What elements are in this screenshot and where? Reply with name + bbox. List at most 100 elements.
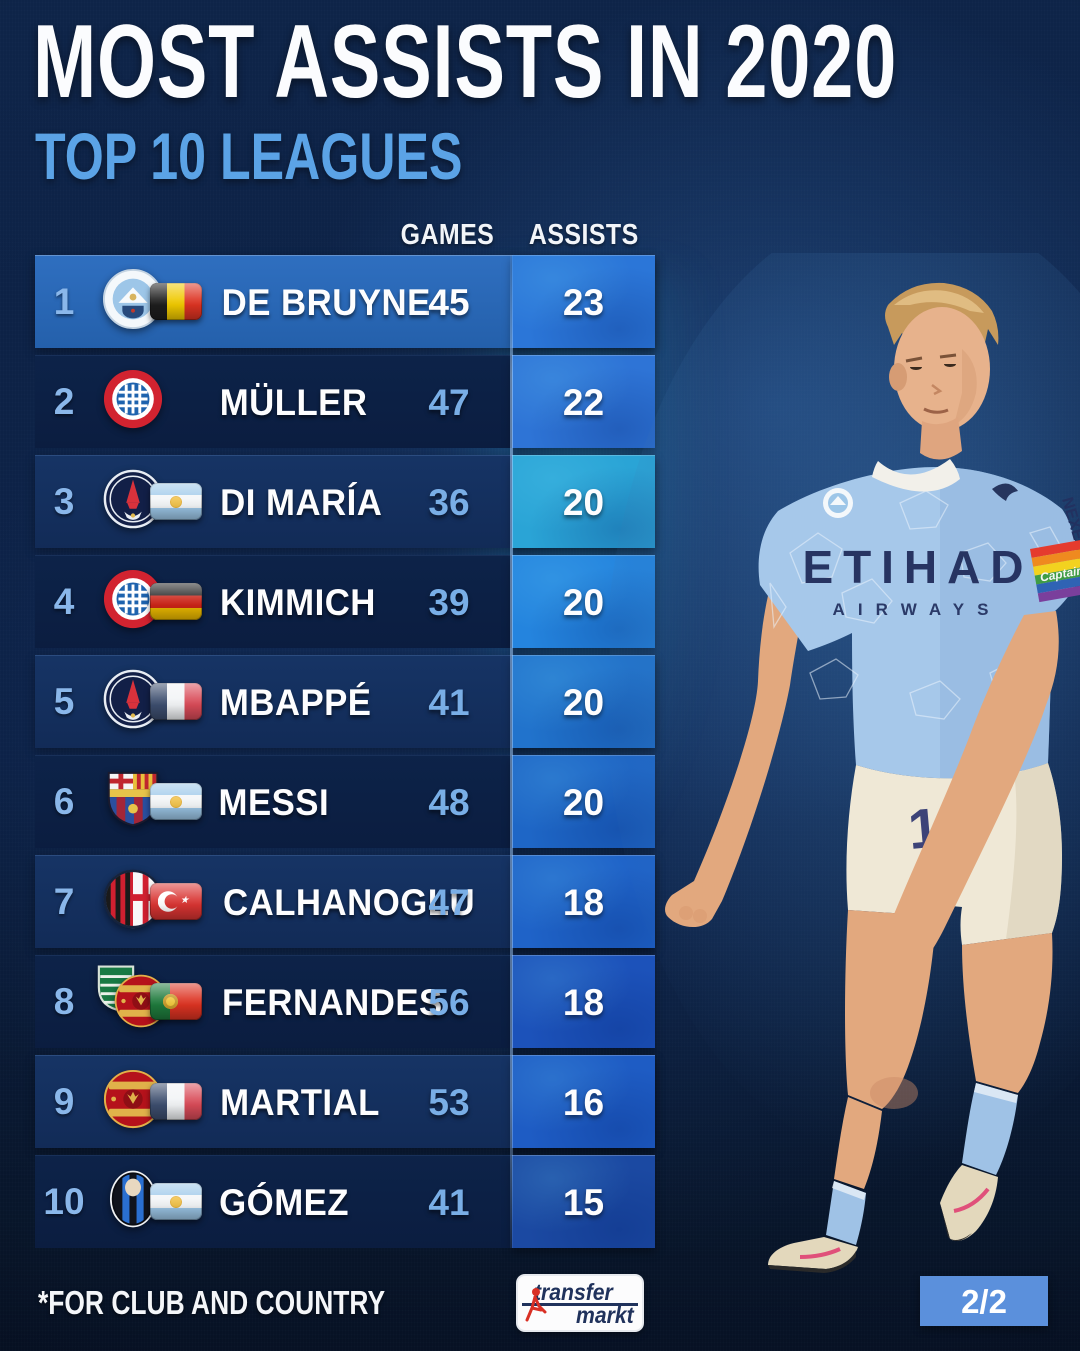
transfermarkt-logo: transfer markt (518, 1276, 642, 1330)
nationality-flag-cell (141, 1155, 211, 1248)
games-value: 47 (428, 882, 470, 923)
flag-turkey-icon (150, 883, 202, 920)
jersey-sponsor-line2: AIRWAYS (833, 600, 998, 619)
games-value: 41 (428, 1182, 470, 1223)
games-value: 36 (428, 482, 470, 523)
club-badge-group (91, 1055, 175, 1148)
rank-cell: 7 (53, 881, 75, 922)
flag-emblem (170, 796, 182, 808)
club-badge-group (91, 255, 175, 348)
assists-cell: 18 (512, 955, 655, 1048)
assists-column-divider (510, 255, 513, 1248)
footnote: *FOR CLUB AND COUNTRY (38, 1284, 386, 1321)
flag-emblem (158, 891, 189, 912)
badge-ac-milan-icon (102, 868, 164, 935)
player-name: CALHANOGLU (223, 882, 476, 923)
player-name: GÓMEZ (219, 1182, 350, 1223)
table-row: 3 DI MARÍA 36 20 (35, 455, 655, 548)
nationality-flag-cell (141, 655, 211, 748)
badge-bayern-icon (102, 368, 164, 435)
games-value: 41 (428, 682, 470, 723)
games-value: 56 (428, 982, 470, 1023)
column-header-games: GAMES (400, 219, 495, 251)
table-row: 4 KIMMICH 39 20 (35, 555, 655, 648)
page-subtitle: TOP 10 LEAGUES (35, 119, 463, 193)
nationality-flag-cell (141, 1055, 211, 1148)
badge-psg-icon (102, 668, 164, 735)
player-back-boot (940, 1165, 998, 1241)
club-badge-group (91, 555, 175, 648)
table-row: 8 FERNANDES 56 18 (35, 955, 655, 1048)
player-name: DE BRUYNE (221, 282, 431, 323)
rank-cell: 10 (43, 1181, 85, 1222)
badge-man-city-icon (102, 268, 164, 335)
club-badge-group (91, 655, 175, 748)
rank-cell: 4 (53, 581, 75, 622)
jersey-sponsor-line1: ETIHAD (803, 541, 1028, 593)
player-name: MARTIAL (220, 1082, 380, 1123)
club-badge-group (91, 755, 175, 848)
games-value: 45 (428, 282, 470, 323)
rank-cell: 9 (53, 1081, 75, 1122)
logo-text-bottom: markt (576, 1302, 634, 1328)
flag-france-icon (150, 1083, 202, 1120)
page-indicator: 2/2 (920, 1276, 1048, 1326)
nationality-flag-cell (141, 355, 211, 448)
club-badge-group (91, 855, 175, 948)
assists-cell: 23 (512, 255, 655, 348)
player-photo-kevin-de-bruyne: ETIHAD AIRWAYS NEXEN Captain 17 (610, 253, 1080, 1273)
player-name: DI MARÍA (220, 482, 383, 523)
nationality-flag-cell (141, 855, 211, 948)
rank-cell: 2 (53, 381, 75, 422)
player-name: MESSI (218, 782, 330, 823)
player-name: FERNANDES (222, 982, 443, 1023)
badge-atalanta-icon (102, 1168, 164, 1235)
kicker-figure-icon (525, 1288, 547, 1322)
flag-france-icon (150, 683, 202, 720)
rank-cell: 6 (53, 781, 75, 822)
games-value: 47 (428, 382, 470, 423)
badge-barcelona-icon (102, 768, 164, 835)
nationality-flag-cell (141, 555, 211, 648)
logo-text-top: transfer (534, 1279, 613, 1305)
club-badge-group (91, 1155, 175, 1248)
flag-germany-icon (150, 583, 202, 620)
flag-emblem (170, 1196, 182, 1208)
table-row: 5 MBAPPÉ 41 20 (35, 655, 655, 748)
flag-argentina-icon (150, 783, 202, 820)
badge-man-united-icon (102, 1068, 164, 1135)
games-value: 39 (428, 582, 470, 623)
table-row: 2 MÜLLER 47 22 (35, 355, 655, 448)
flag-portugal-icon (150, 983, 202, 1020)
table-row: 1 DE BRUYNE 45 23 (35, 255, 655, 348)
assists-cell: 15 (512, 1155, 655, 1248)
rank-cell: 8 (53, 981, 75, 1022)
assists-cell: 18 (512, 855, 655, 948)
assists-cell: 22 (512, 355, 655, 448)
games-value: 53 (428, 1082, 470, 1123)
jersey-club-crest (823, 488, 853, 518)
rank-cell: 1 (53, 281, 75, 322)
page-title: MOST ASSISTS IN 2020 (33, 4, 898, 120)
flag-argentina-icon (150, 483, 202, 520)
flag-emblem (170, 496, 182, 508)
logo-divider (522, 1303, 638, 1306)
player-name: MBAPPÉ (219, 682, 372, 723)
rank-cell: 5 (53, 681, 75, 722)
player-name: KIMMICH (219, 582, 376, 623)
nationality-flag-cell (141, 755, 211, 848)
rank-cell: 3 (53, 481, 75, 522)
column-header-assists: ASSISTS (529, 219, 639, 251)
nationality-flag-cell (141, 255, 211, 348)
games-value: 48 (428, 782, 470, 823)
flag-belgium-icon (150, 283, 202, 320)
nationality-flag-cell (141, 455, 211, 548)
nationality-flag-cell (141, 955, 211, 1048)
badge-bayern-icon (102, 568, 164, 635)
table-row: 10 GÓMEZ 41 15 (35, 1155, 655, 1248)
assists-cell: 16 (512, 1055, 655, 1148)
table-row: 9 MARTIAL 53 16 (35, 1055, 655, 1148)
club-badge-group (91, 355, 175, 448)
table-row: 6 MESSI 48 20 (35, 755, 655, 848)
